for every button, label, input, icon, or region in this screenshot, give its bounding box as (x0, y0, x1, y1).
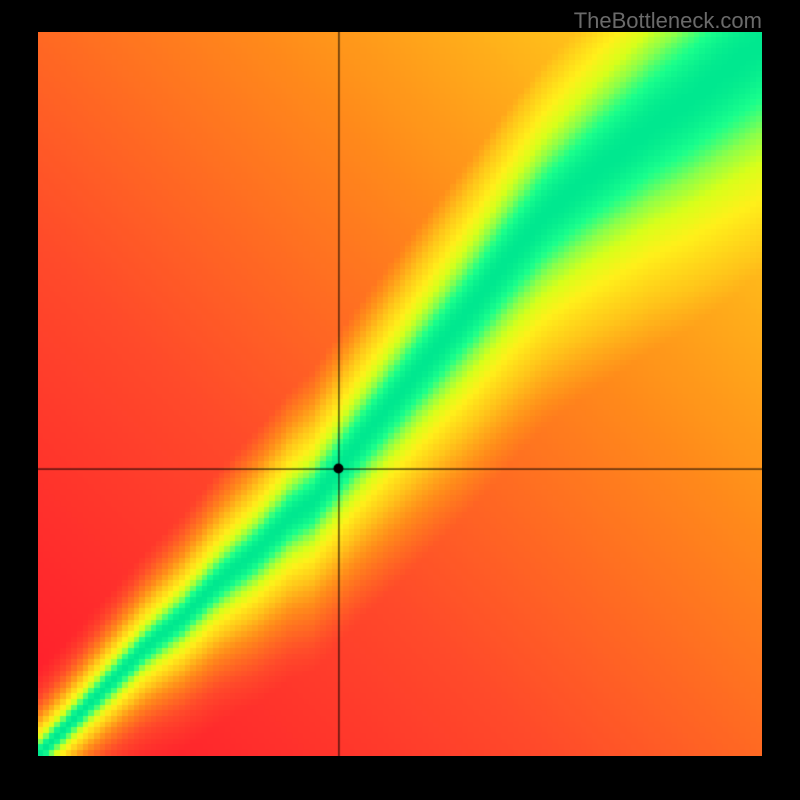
heatmap-canvas (38, 32, 762, 756)
watermark-text: TheBottleneck.com (574, 8, 762, 34)
bottleneck-heatmap (38, 32, 762, 756)
